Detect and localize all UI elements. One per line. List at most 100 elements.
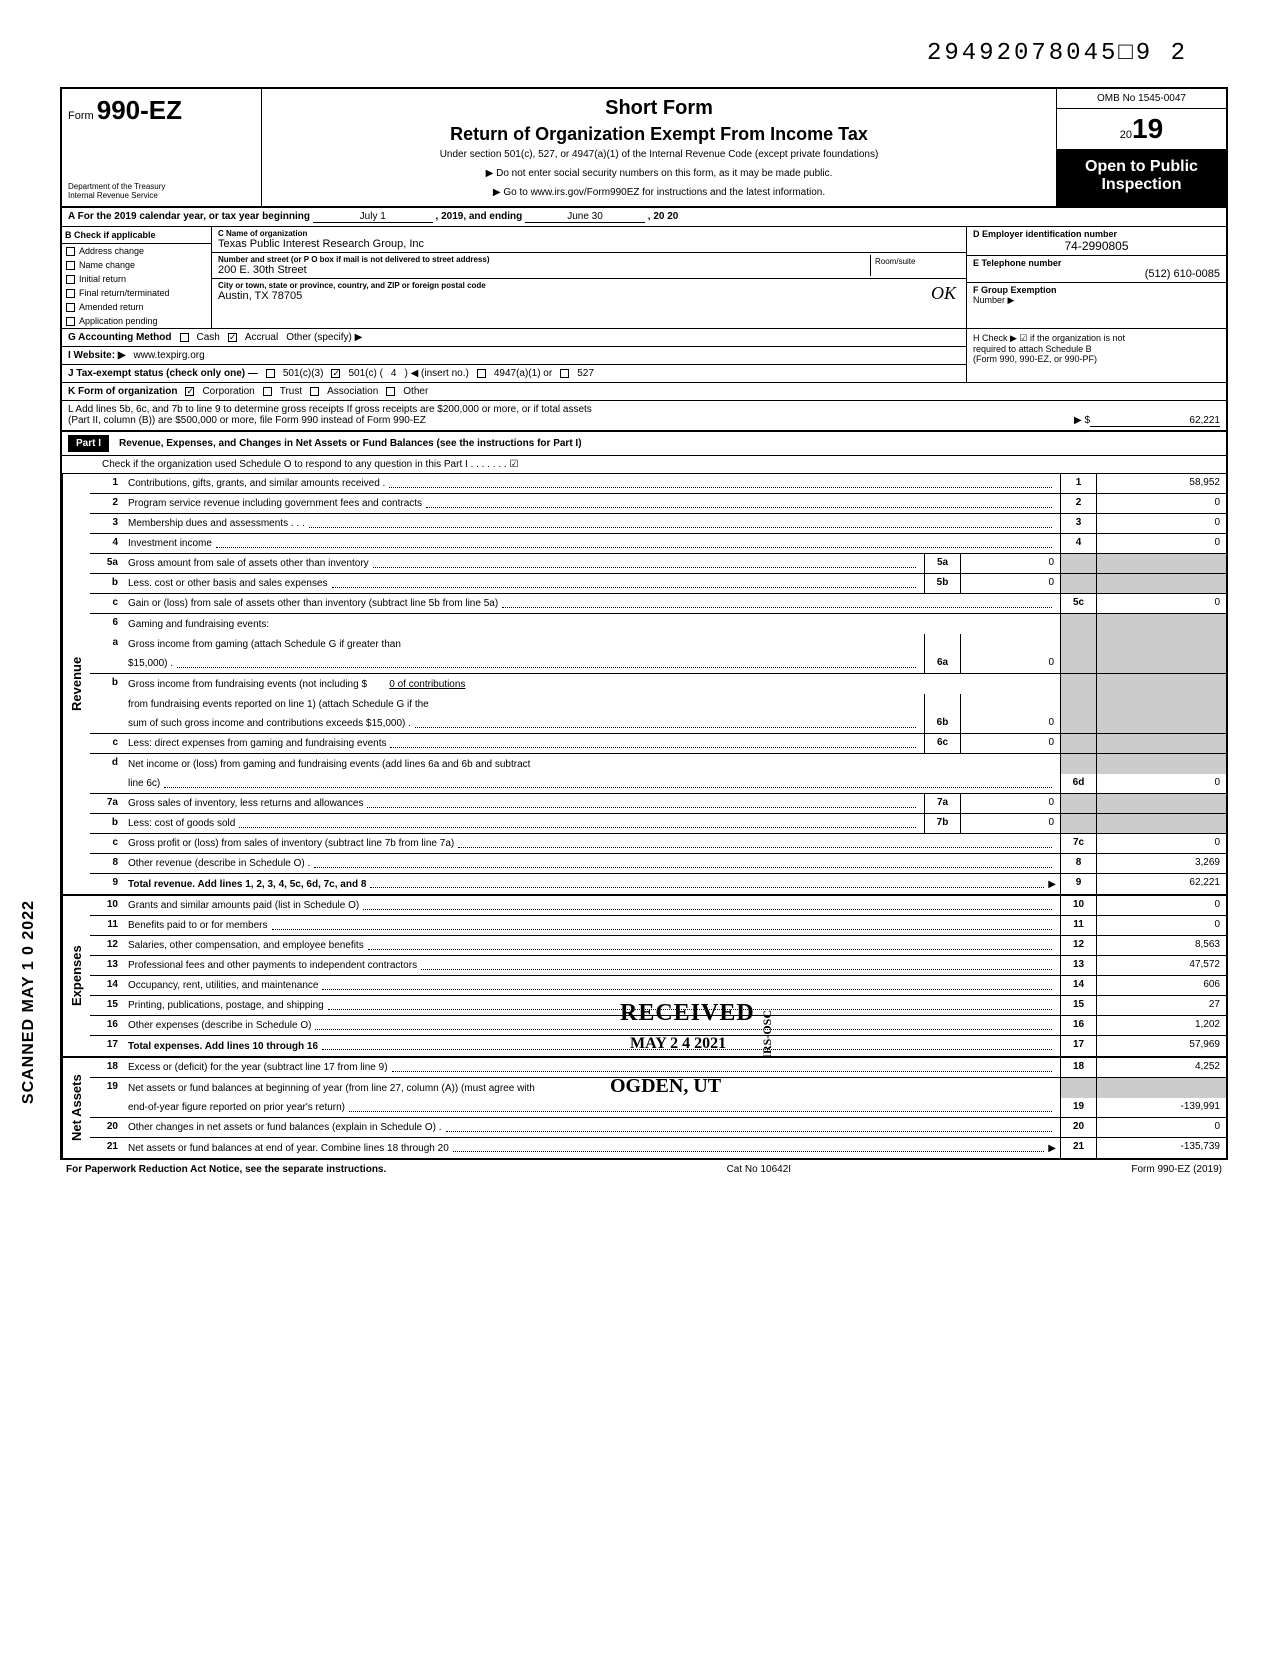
line-10-amt: 0 [1096,896,1226,915]
col-b-checkboxes: B Check if applicable Address change Nam… [62,227,212,328]
line-9-amt: 62,221 [1096,874,1226,894]
chk-initial-return[interactable] [66,275,75,284]
line-2-amt: 0 [1096,494,1226,513]
line-20-amt: 0 [1096,1118,1226,1137]
line-18-amt: 4,252 [1096,1058,1226,1077]
chk-amended-return[interactable] [66,303,75,312]
f-label: F Group Exemption [973,285,1220,295]
col-b-org-info: C Name of organization Texas Public Inte… [212,227,966,328]
dept-treasury: Department of the Treasury [68,182,255,191]
line-3-amt: 0 [1096,514,1226,533]
chk-other-org[interactable] [386,387,395,396]
line-7b-amt: 0 [960,814,1060,833]
chk-corporation[interactable] [185,387,194,396]
line-7c-amt: 0 [1096,834,1226,853]
col-b-right: D Employer identification number 74-2990… [966,227,1226,328]
open-public-badge: Open to Public Inspection [1057,150,1226,206]
title-return: Return of Organization Exempt From Incom… [270,124,1048,145]
tax-year-begin: July 1 [313,211,433,223]
row-h: H Check ▶ ☑ if the organization is not r… [966,329,1226,382]
scanned-stamp: SCANNED MAY 1 0 2022 [20,900,38,1104]
header-left: Form 990-EZ Department of the Treasury I… [62,89,262,206]
website-value: www.texpirg.org [134,350,205,361]
tax-year-end: June 30 [525,211,645,223]
row-j: J Tax-exempt status (check only one) — 5… [62,365,966,382]
b-header: B Check if applicable [62,227,211,244]
501c-number: 4 [391,368,397,379]
form-header: Form 990-EZ Department of the Treasury I… [62,89,1226,208]
dln-number: 29492078045□9 2 [60,40,1228,67]
ein-value: 74-2990805 [973,239,1220,253]
footer: For Paperwork Reduction Act Notice, see … [60,1160,1228,1179]
footer-left: For Paperwork Reduction Act Notice, see … [66,1164,386,1175]
row-i: I Website: ▶ www.texpirg.org [62,347,966,365]
line-6b-amt: 0 [960,714,1060,733]
year-box: 2019 [1057,109,1226,150]
part-i-header: Part I Revenue, Expenses, and Changes in… [62,432,1226,456]
line-19-amt: -139,991 [1096,1098,1226,1117]
line-7a-amt: 0 [960,794,1060,813]
row-a-tax-year: A For the 2019 calendar year, or tax yea… [62,208,1226,227]
line-5c-amt: 0 [1096,594,1226,613]
chk-application-pending[interactable] [66,317,75,326]
chk-4947[interactable] [477,369,486,378]
year-prefix: 20 [1120,129,1132,141]
line-5a-amt: 0 [960,554,1060,573]
city-label: City or town, state or province, country… [218,281,960,290]
header-right: OMB No 1545-0047 2019 Open to Public Ins… [1056,89,1226,206]
line-4-amt: 0 [1096,534,1226,553]
line-15-amt: 27 [1096,996,1226,1015]
chk-association[interactable] [310,387,319,396]
form-990ez: Form 990-EZ Department of the Treasury I… [60,87,1228,1160]
chk-name-change[interactable] [66,261,75,270]
ok-mark: OK [931,283,956,304]
line-14-amt: 606 [1096,976,1226,995]
line-11-amt: 0 [1096,916,1226,935]
d-label: D Employer identification number [973,229,1220,239]
net-assets-label: Net Assets [62,1058,90,1158]
line-6a-amt: 0 [960,654,1060,673]
subtitle: Under section 501(c), 527, or 4947(a)(1)… [270,149,1048,160]
e-label: E Telephone number [973,258,1220,268]
line-12-amt: 8,563 [1096,936,1226,955]
chk-cash[interactable] [180,333,189,342]
expenses-label: Expenses [62,896,90,1056]
phone-value: (512) 610-0085 [973,268,1220,280]
row-k: K Form of organization Corporation Trust… [62,383,1226,401]
line-8-amt: 3,269 [1096,854,1226,873]
chk-trust[interactable] [263,387,272,396]
chk-527[interactable] [560,369,569,378]
line-6c-amt: 0 [960,734,1060,753]
line-6d-amt: 0 [1096,774,1226,793]
line-5b-amt: 0 [960,574,1060,593]
footer-mid: Cat No 10642I [727,1164,792,1175]
omb-number: OMB No 1545-0047 [1057,89,1226,109]
expenses-section: Expenses 10Grants and similar amounts pa… [62,896,1226,1058]
line-16-amt: 1,202 [1096,1016,1226,1035]
footer-right: Form 990-EZ (2019) [1131,1164,1222,1175]
section-b: B Check if applicable Address change Nam… [62,227,1226,329]
c-label: C Name of organization [218,229,960,238]
org-city: Austin, TX 78705 [218,290,960,302]
line-17-amt: 57,969 [1096,1036,1226,1056]
chk-address-change[interactable] [66,247,75,256]
chk-501c[interactable] [331,369,340,378]
f-label2: Number ▶ [973,295,1220,306]
revenue-label: Revenue [62,474,90,894]
line-21-amt: -135,739 [1096,1138,1226,1158]
chk-501c3[interactable] [266,369,275,378]
org-street: 200 E. 30th Street [218,264,870,276]
room-suite: Room/suite [870,255,960,276]
row-g: G Accounting Method Cash Accrual Other (… [62,329,966,347]
form-prefix: Form [68,110,94,122]
gross-receipts: 62,221 [1090,415,1220,427]
form-number: 990-EZ [97,95,182,125]
chk-accrual[interactable] [228,333,237,342]
chk-final-return[interactable] [66,289,75,298]
dept-irs: Internal Revenue Service [68,191,255,200]
org-name: Texas Public Interest Research Group, In… [218,238,960,250]
part-i-check: Check if the organization used Schedule … [62,456,1226,474]
revenue-section: Revenue 1Contributions, gifts, grants, a… [62,474,1226,896]
net-assets-section: Net Assets 18Excess or (deficit) for the… [62,1058,1226,1158]
title-short-form: Short Form [270,97,1048,120]
